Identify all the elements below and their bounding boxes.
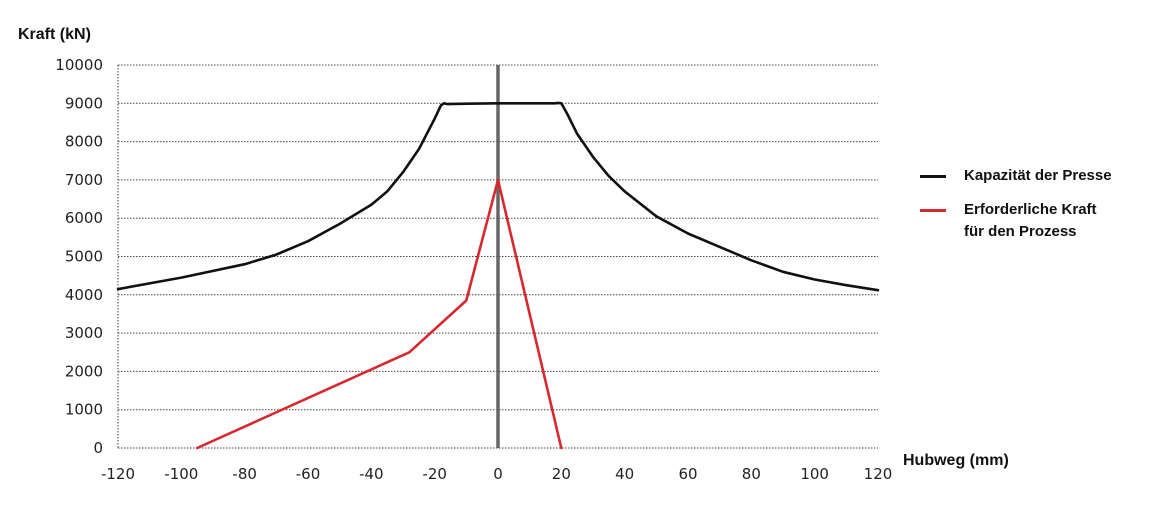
x-tick-label: -60: [296, 465, 321, 483]
x-tick-label: -120: [101, 465, 135, 483]
y-tick-label: 10000: [55, 56, 103, 74]
x-tick-label: 20: [552, 465, 571, 483]
legend-label-required-force: Erforderliche Kraft für den Prozess: [964, 201, 1097, 240]
legend-label-capacity: Kapazität der Presse: [964, 167, 1112, 184]
y-tick-label: 5000: [65, 248, 103, 266]
y-tick-label: 8000: [65, 133, 103, 151]
y-tick-label: 1000: [65, 401, 103, 419]
y-tick-label: 9000: [65, 94, 103, 112]
legend-item-required-force: Erforderliche Kraft für den Prozess: [920, 199, 1154, 243]
series-lines: [116, 65, 880, 450]
x-tick-label: 0: [493, 465, 503, 483]
y-gridlines: [117, 64, 878, 449]
y-axis-title: Kraft (kN): [18, 26, 91, 43]
y-tick-label: 6000: [65, 209, 103, 227]
legend-swatch-capacity: [920, 175, 946, 178]
y-tick-label: 7000: [65, 171, 103, 189]
x-tick-label: -20: [422, 465, 447, 483]
x-tick-label: 60: [678, 465, 697, 483]
x-tick-label: 100: [800, 465, 829, 483]
x-tick-labels: -120 -100 -80 -60 -40 -20 0 20 40 60 80 100 120: [101, 465, 892, 483]
x-tick-label: 80: [742, 465, 761, 483]
legend-item-capacity: Kapazität der Presse: [920, 165, 1154, 187]
legend-swatch-required-force: [920, 209, 946, 212]
x-tick-label: 40: [615, 465, 634, 483]
x-tick-label: 120: [864, 465, 893, 483]
y-tick-label: 0: [93, 439, 103, 457]
x-tick-label: -100: [164, 465, 198, 483]
y-tick-labels: 0 1000 2000 3000 4000 5000 6000 7000 8000 9000 100…: [55, 56, 103, 457]
y-tick-label: 4000: [65, 286, 103, 304]
legend: Kapazität der Presse Erforderliche Kraft…: [920, 165, 1154, 255]
capacity-line: [116, 101, 880, 292]
x-tick-label: -80: [232, 465, 257, 483]
x-axis-title: Hubweg (mm): [903, 452, 1009, 469]
x-tick-label: -40: [359, 465, 384, 483]
y-tick-label: 3000: [65, 324, 103, 342]
required-force-line: [195, 178, 563, 450]
y-tick-label: 2000: [65, 362, 103, 380]
